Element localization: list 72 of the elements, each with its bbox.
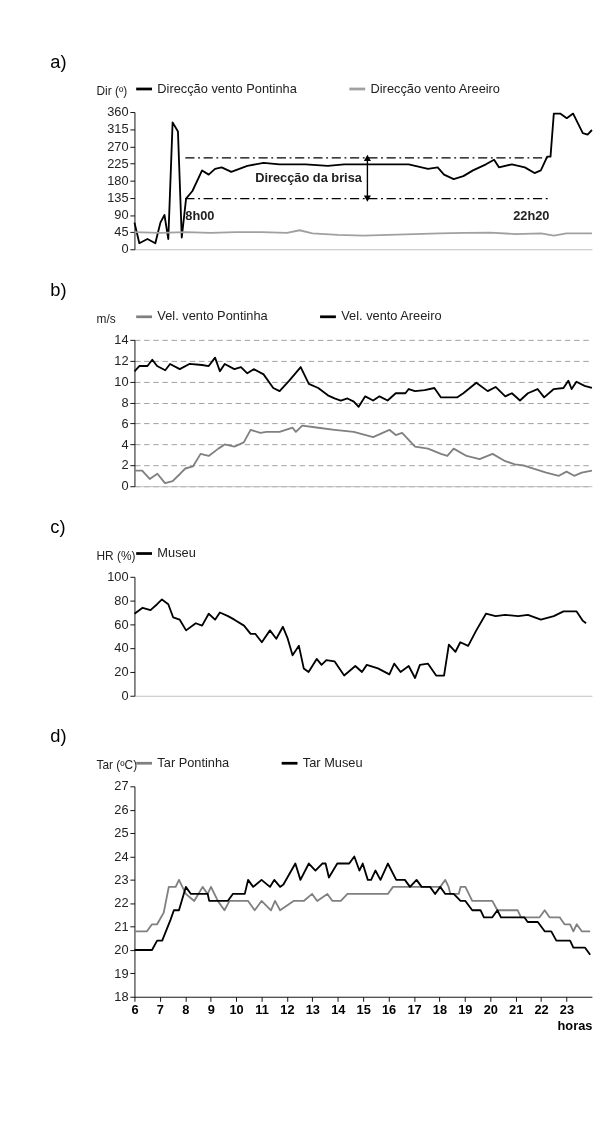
y-tick-label: 4	[121, 436, 129, 452]
line-series	[133, 424, 593, 485]
y-tick-label: 0	[121, 478, 129, 494]
x-tick-label: 9	[207, 1001, 215, 1017]
y-tick-label: 22	[114, 895, 129, 911]
y-tick-label: 14	[114, 332, 129, 348]
chart-title: d)	[50, 725, 67, 747]
y-tick-label: 20	[114, 664, 129, 680]
legend-label: Direcção vento Pontinha	[157, 80, 298, 96]
y-axis-title: Tar (ºC)	[96, 758, 138, 773]
chart-title: b)	[50, 278, 67, 300]
x-axis-title: horas	[557, 1018, 593, 1034]
y-axis-title: HR (%)	[96, 548, 136, 563]
x-tick-label: 11	[255, 1001, 269, 1017]
chart-title: a)	[50, 51, 67, 73]
annotation: 8h00	[185, 207, 215, 223]
y-tick-label: 19	[114, 965, 129, 981]
y-axis-title: m/s	[96, 311, 116, 326]
annotation: 22h20	[513, 207, 550, 223]
y-axis-title: Dir (º)	[96, 84, 128, 99]
legend-label: Tar Pontinha	[157, 754, 231, 770]
x-tick-label: 13	[305, 1001, 320, 1017]
y-tick-label: 90	[114, 207, 129, 223]
x-tick-label: 22	[534, 1001, 549, 1017]
x-tick-label: 7	[156, 1001, 164, 1017]
y-tick-label: 315	[107, 121, 129, 137]
y-tick-label: 27	[114, 778, 129, 794]
y-tick-label: 180	[107, 172, 129, 188]
x-tick-label: 10	[229, 1001, 244, 1017]
y-tick-label: 6	[121, 415, 129, 431]
y-tick-label: 20	[114, 942, 129, 958]
y-tick-label: 8	[121, 394, 129, 410]
y-tick-label: 0	[121, 687, 129, 703]
y-tick-label: 60	[114, 616, 129, 632]
x-tick-label: 8	[182, 1001, 190, 1017]
x-tick-label: 6	[131, 1001, 139, 1017]
x-tick-label: 17	[407, 1001, 422, 1017]
x-tick-label: 18	[432, 1001, 448, 1017]
x-tick-label: 12	[280, 1001, 295, 1017]
y-tick-label: 26	[114, 801, 129, 817]
y-tick-label: 100	[107, 568, 129, 584]
legend-label: Vel. vento Pontinha	[157, 308, 269, 324]
y-tick-label: 45	[114, 224, 129, 240]
y-tick-label: 360	[107, 104, 129, 120]
x-tick-label: 21	[509, 1001, 524, 1017]
y-tick-label: 21	[114, 918, 129, 934]
legend-label: Vel. vento Areeiro	[341, 308, 442, 324]
y-tick-label: 10	[114, 373, 129, 389]
y-tick-label: 225	[107, 155, 129, 171]
legend-label: Museu	[157, 545, 196, 561]
y-tick-label: 23	[114, 872, 129, 887]
y-tick-label: 80	[114, 592, 129, 608]
y-tick-label: 40	[114, 640, 129, 656]
y-tick-label: 270	[107, 138, 129, 154]
y-tick-label: 12	[114, 352, 129, 368]
y-tick-label: 135	[107, 189, 129, 205]
chart-title: c)	[50, 515, 66, 537]
x-tick-label: 23	[559, 1001, 575, 1017]
y-tick-label: 2	[121, 457, 129, 473]
legend-label: Direcção vento Areeiro	[370, 80, 500, 96]
y-tick-label: 25	[114, 825, 129, 841]
y-tick-label: 18	[114, 988, 129, 1004]
x-tick-label: 15	[356, 1001, 371, 1017]
x-tick-label: 16	[381, 1001, 397, 1017]
x-tick-label: 14	[331, 1001, 347, 1017]
x-tick-label: 19	[458, 1001, 473, 1017]
y-tick-label: 0	[121, 241, 129, 257]
x-tick-label: 20	[483, 1001, 498, 1017]
line-series	[133, 878, 592, 933]
legend-label: Tar Museu	[302, 754, 363, 770]
annotation: Direcção da brisa	[255, 169, 363, 185]
y-tick-label: 24	[114, 848, 129, 864]
